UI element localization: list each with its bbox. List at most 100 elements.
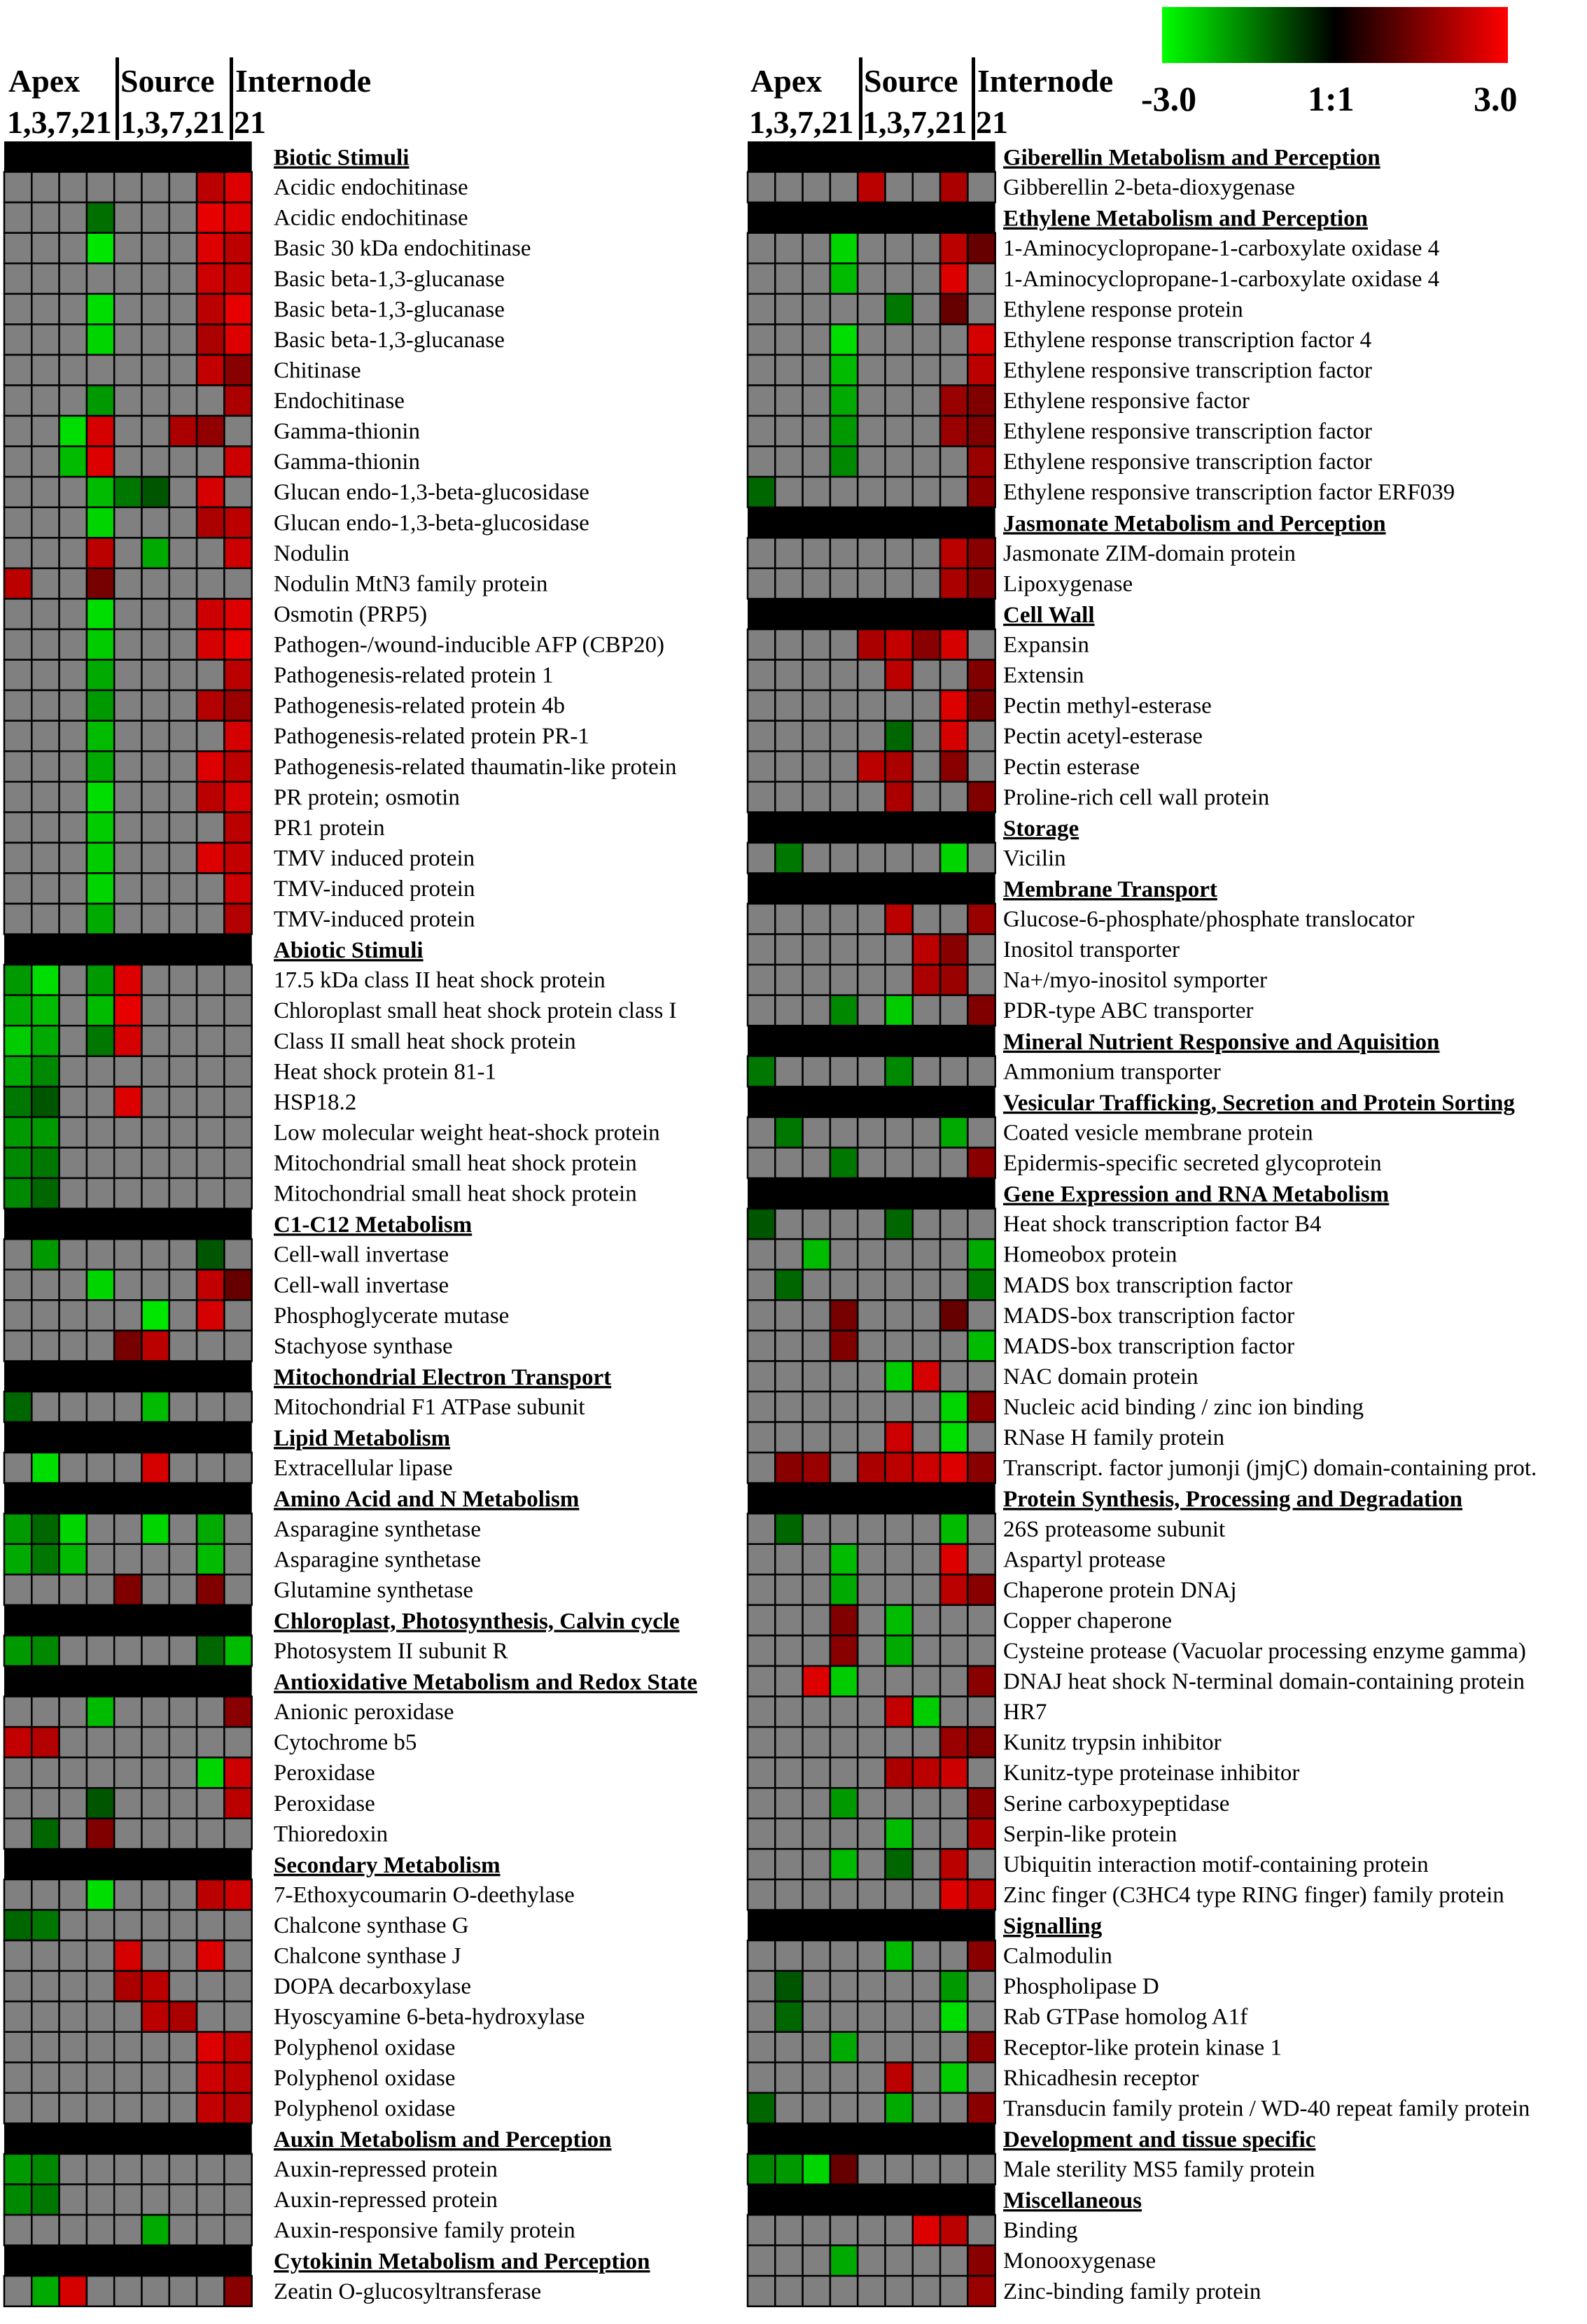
heatmap-cell: [939, 1208, 969, 1240]
heatmap-cell: [746, 1665, 776, 1698]
heatmap-cell: [802, 1147, 832, 1180]
heatmap-cell: [774, 1329, 804, 1362]
heatmap-cell: [141, 1086, 171, 1119]
heatmap-cell: [967, 1634, 996, 1667]
heatmap-cell: [829, 323, 859, 356]
heatmap-cell: [884, 1451, 914, 1484]
heatmap-cell: [141, 323, 171, 356]
heatmap-cell: [85, 506, 116, 539]
heatmap-cell: [113, 323, 143, 356]
heatmap-cell: [223, 2274, 253, 2308]
heatmap-cell: [746, 1238, 776, 1270]
heatmap-cell: [85, 1055, 116, 1088]
heatmap-cell: [195, 1878, 225, 1911]
heatmap-cell: [141, 171, 171, 204]
category-band: [748, 812, 995, 843]
heatmap-cell: [856, 1726, 886, 1758]
heatmap-cell: [195, 1177, 225, 1210]
heatmap-cell: [856, 2274, 886, 2308]
heatmap-cell: [856, 1817, 886, 1850]
heatmap-cell: [967, 902, 996, 935]
heatmap-cell: [829, 1939, 859, 1972]
gene-label: Monooxygenase: [1003, 2248, 1156, 2274]
heatmap-cell: [31, 2183, 60, 2216]
heatmap-cell: [746, 1786, 776, 1820]
heatmap-cell: [168, 811, 198, 844]
heatmap-cell: [3, 780, 33, 813]
heatmap-cell: [967, 262, 996, 295]
heatmap-cell: [829, 2274, 859, 2308]
heatmap-cell: [802, 354, 832, 386]
heatmap-cell: [856, 384, 886, 417]
heatmap-cell: [141, 1634, 171, 1667]
heatmap-cell: [168, 2031, 198, 2064]
heatmap-cell: [802, 1116, 832, 1149]
heatmap-cell: [113, 811, 143, 844]
heatmap-cell: [168, 1238, 198, 1270]
heatmap-cell: [3, 1390, 33, 1423]
heatmap-cell: [141, 1177, 171, 1210]
heatmap-cell: [856, 445, 886, 478]
heatmap-cell: [856, 171, 886, 204]
category-heading: Signalling: [1003, 1914, 1103, 1939]
heatmap-cell: [884, 2062, 914, 2094]
heatmap-cell: [141, 1268, 171, 1301]
heatmap-cell: [85, 2274, 116, 2308]
left-heatmap-panel: Biotic Stimuli Acidic endochitinase Acidic…: [3, 141, 697, 2308]
heatmap-cell: [113, 1695, 143, 1728]
heatmap-cell: [967, 1604, 996, 1637]
heatmap-cell: [31, 2274, 60, 2308]
heatmap-cell: [884, 1055, 914, 1088]
heatmap-cell: [802, 1208, 832, 1240]
heatmap-cell: [85, 1299, 116, 1332]
heatmap-cell: [223, 2213, 253, 2246]
heatmap-cell: [223, 1238, 253, 1270]
heatmap-cell: [223, 1970, 253, 2003]
heatmap-cell: [195, 1543, 225, 1576]
heatmap-cell: [3, 2031, 33, 2064]
heatmap-cell: [85, 2031, 116, 2064]
heatmap-cell: [856, 323, 886, 356]
heatmap-cell: [746, 1848, 776, 1881]
heatmap-cell: [802, 689, 832, 722]
header-apex: Apex: [750, 63, 822, 99]
heatmap-cell: [31, 598, 60, 631]
heatmap-cell: [829, 1634, 859, 1667]
category-heading: Secondary Metabolism: [274, 1853, 501, 1878]
heatmap-cell: [939, 1848, 969, 1881]
heatmap-cell: [58, 323, 88, 356]
heatmap-cell: [31, 293, 60, 326]
heatmap-cell: [911, 445, 942, 478]
heatmap-cell: [141, 811, 171, 844]
heatmap-cell: [829, 1147, 859, 1180]
category-heading: Cytokinin Metabolism and Perception: [274, 2249, 650, 2274]
heatmap-cell: [141, 1512, 171, 1546]
heatmap-cell: [141, 1299, 171, 1332]
heatmap-cell: [3, 1086, 33, 1119]
category-heading: Antioxidative Metabolism and Redox State: [274, 1670, 697, 1695]
gene-label: Nucleic acid binding / zinc ion binding: [1003, 1395, 1364, 1420]
heatmap-cell: [939, 2092, 969, 2124]
gene-label: Ethylene response transcription factor 4: [1003, 328, 1371, 353]
heatmap-cell: [168, 1299, 198, 1332]
heatmap-cell: [168, 414, 198, 447]
heatmap-cell: [85, 2062, 116, 2094]
heatmap-cell: [3, 2183, 33, 2216]
heatmap-cell: [195, 1055, 225, 1088]
heatmap-cell: [195, 1086, 225, 1119]
heatmap-cell: [967, 2000, 996, 2033]
heatmap-cell: [967, 2213, 996, 2246]
heatmap-cell: [802, 1939, 832, 1972]
heatmap-cell: [774, 2213, 804, 2246]
heatmap-cell: [168, 1390, 198, 1423]
heatmap-cell: [58, 1695, 88, 1728]
heatmap-cell: [802, 720, 832, 752]
heatmap-cell: [223, 567, 253, 600]
heatmap-cell: [746, 1116, 776, 1149]
heatmap-cell: [58, 1299, 88, 1332]
heatmap-cell: [168, 841, 198, 874]
heatmap-cell: [85, 1147, 116, 1180]
gene-label: 1-Aminocyclopropane-1-carboxylate oxidas…: [1003, 267, 1439, 292]
heatmap-cell: [223, 1299, 253, 1332]
heatmap-cell: [85, 1695, 116, 1728]
